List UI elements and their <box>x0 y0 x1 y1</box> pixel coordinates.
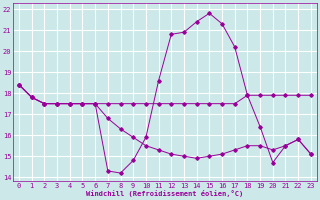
X-axis label: Windchill (Refroidissement éolien,°C): Windchill (Refroidissement éolien,°C) <box>86 190 244 197</box>
